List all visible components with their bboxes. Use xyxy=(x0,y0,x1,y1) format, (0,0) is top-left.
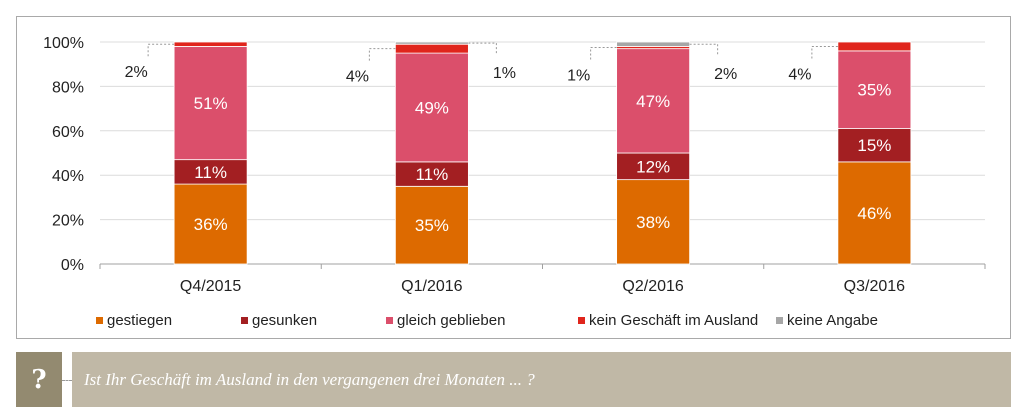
y-tick-label: 40% xyxy=(52,168,84,185)
data-label: 15% xyxy=(857,136,891,155)
legend-label: gesunken xyxy=(252,312,318,329)
bar-segment xyxy=(173,183,248,265)
callout-label: 4% xyxy=(788,66,811,83)
legend-swatch xyxy=(776,317,783,324)
legend-item: gestiegen xyxy=(96,312,172,329)
bar-segment xyxy=(837,161,912,265)
bar-segment xyxy=(837,50,912,129)
legend-item: gleich geblieben xyxy=(386,312,505,329)
chart-legend: gestiegen gesunken gleich geblieben kein Ge… xyxy=(0,312,1024,332)
bar-segment xyxy=(173,46,248,161)
question-bar: Ist Ihr Geschäft im Ausland in den verga… xyxy=(72,352,1011,407)
bar-segment xyxy=(394,41,469,45)
callout-line xyxy=(689,43,719,57)
callout-line xyxy=(590,47,617,60)
data-label: 12% xyxy=(636,157,670,176)
x-tick-label: Q3/2016 xyxy=(844,278,905,295)
callout-line xyxy=(147,43,175,57)
legend-swatch xyxy=(386,317,393,324)
callout-line xyxy=(468,42,497,56)
legend-swatch xyxy=(578,317,585,324)
x-tick-label: Q1/2016 xyxy=(401,278,462,295)
bar-segment xyxy=(837,41,912,52)
data-label: 11% xyxy=(415,165,448,184)
bar-segment xyxy=(394,52,469,163)
bar-segment xyxy=(394,43,469,54)
bar-segment xyxy=(173,41,248,47)
bar-segment xyxy=(173,159,248,185)
legend-label: keine Angabe xyxy=(787,312,878,329)
data-label: 35% xyxy=(415,216,449,235)
y-tick-label: 100% xyxy=(43,35,84,52)
data-label: 49% xyxy=(415,98,449,117)
callout-label: 2% xyxy=(714,66,737,83)
y-tick-label: 80% xyxy=(52,79,84,96)
data-label: 51% xyxy=(194,94,228,113)
data-label: 38% xyxy=(636,213,670,232)
question-connector xyxy=(62,380,72,381)
legend-item: gesunken xyxy=(241,312,317,329)
y-tick-label: 20% xyxy=(52,213,84,230)
legend-swatch xyxy=(241,317,248,324)
legend-label: gleich geblieben xyxy=(397,312,506,329)
legend-swatch xyxy=(96,317,103,324)
question-icon: ? xyxy=(16,352,62,407)
callout-line xyxy=(811,45,838,59)
data-label: 11% xyxy=(194,163,227,182)
legend-item: kein Geschäft im Ausland xyxy=(578,312,758,329)
bar-segment xyxy=(616,41,691,47)
data-label: 36% xyxy=(194,215,228,234)
callout-line xyxy=(368,48,396,61)
bar-segment xyxy=(394,185,469,265)
bar-segment xyxy=(616,48,691,154)
data-label: 46% xyxy=(857,204,891,223)
y-tick-label: 60% xyxy=(52,124,84,141)
callout-label: 4% xyxy=(346,69,369,86)
question-text: Ist Ihr Geschäft im Ausland in den verga… xyxy=(84,369,535,389)
callout-label: 1% xyxy=(493,65,516,82)
x-tick-label: Q4/2015 xyxy=(180,278,241,295)
callout-label: 1% xyxy=(567,68,590,85)
data-label: 35% xyxy=(857,81,891,100)
legend-label: gestiegen xyxy=(107,312,173,329)
data-label: 47% xyxy=(636,92,670,111)
y-tick-label: 0% xyxy=(61,257,84,274)
callout-label: 2% xyxy=(125,64,148,81)
bar-segment xyxy=(616,179,691,265)
legend-item: keine Angabe xyxy=(776,312,878,329)
x-tick-label: Q2/2016 xyxy=(622,278,683,295)
stacked-bar-chart: 0% 20% 40% 60% 80% 100% 36% 11% 51% 2% Q4/2015 35% 1… xyxy=(43,35,986,295)
legend-label: kein Geschäft im Ausland xyxy=(589,312,759,329)
